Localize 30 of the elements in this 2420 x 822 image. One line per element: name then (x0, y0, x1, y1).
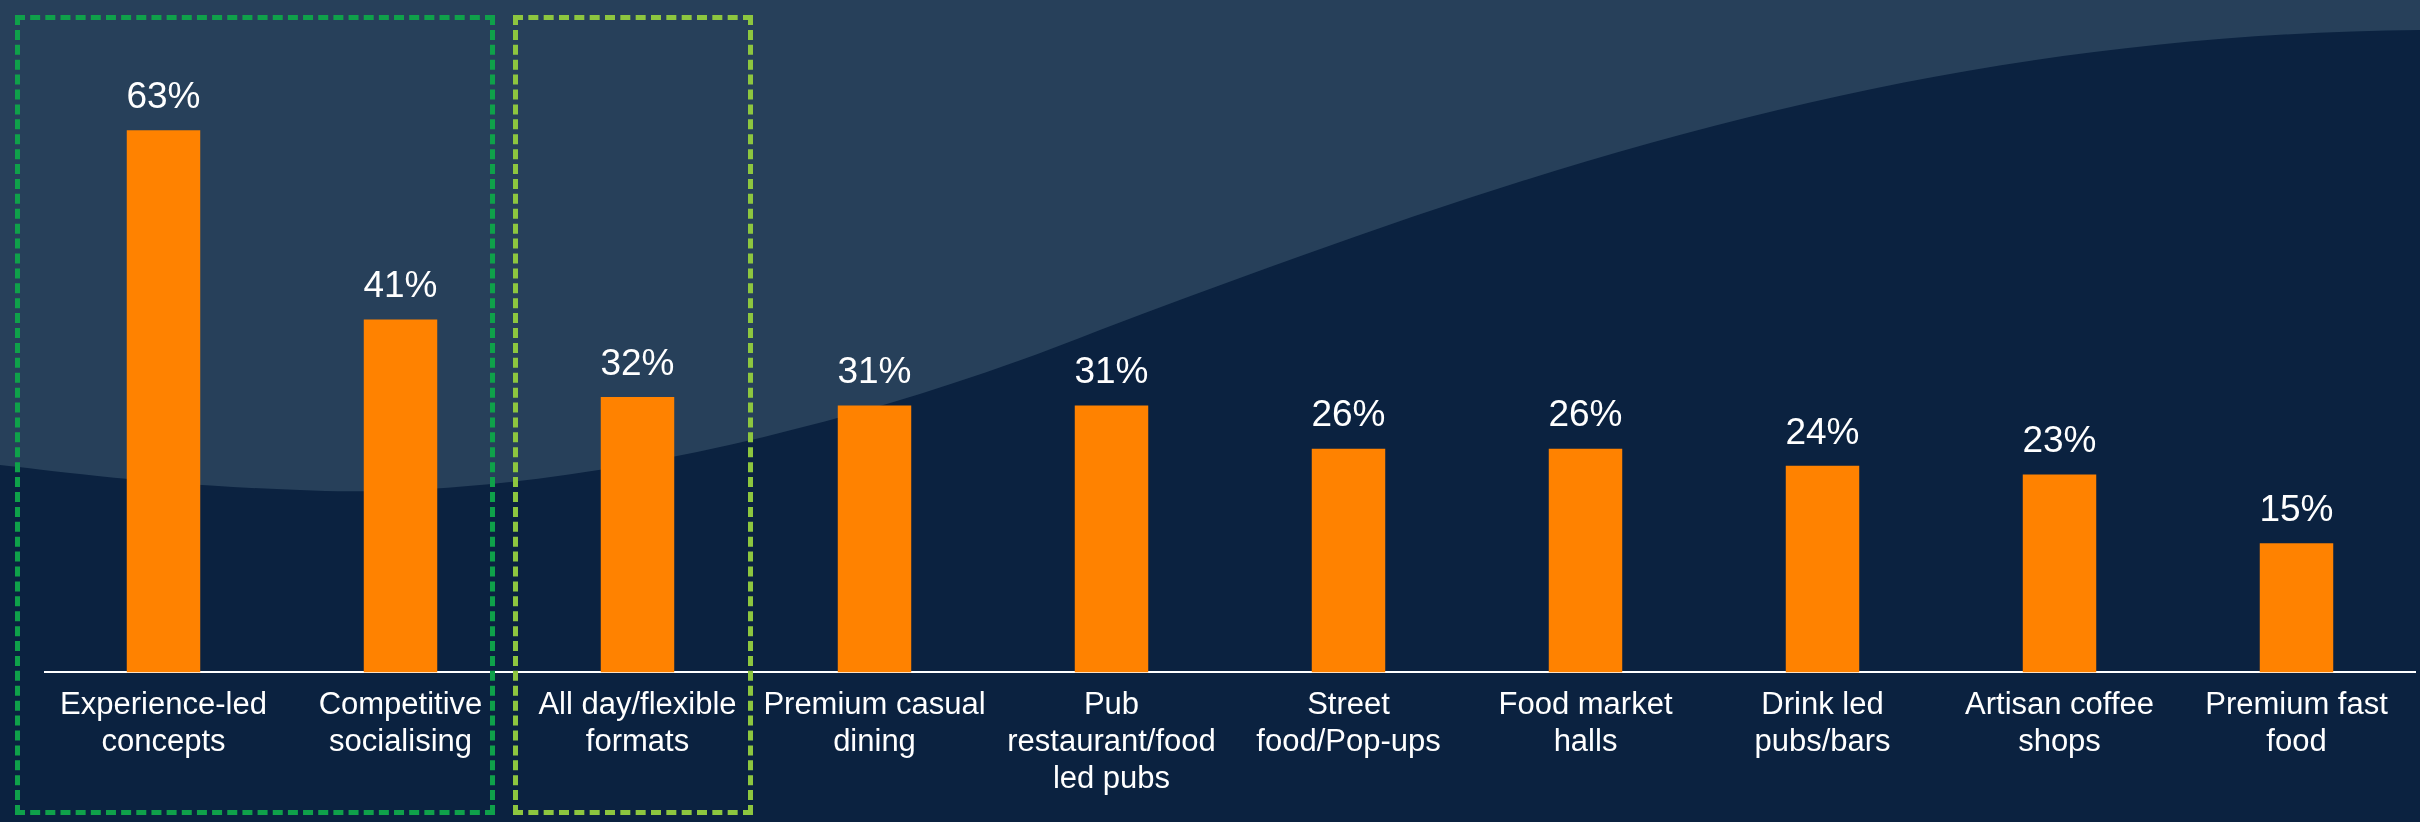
data-label: 23% (2022, 419, 2097, 461)
data-label: 31% (837, 350, 912, 392)
data-label: 32% (600, 341, 675, 383)
x-tick-label: Food market halls (1498, 685, 1673, 758)
data-label: 26% (1548, 393, 1623, 435)
x-tick-label: Competitive socialising (318, 685, 483, 758)
x-tick-label: Drink led pubs/bars (1754, 685, 1891, 758)
x-tick-label: All day/flexible formats (538, 685, 737, 758)
data-label: 31% (1074, 350, 1149, 392)
x-tick-label: Pub restaurant/food led pubs (1007, 685, 1216, 795)
bar (1311, 448, 1386, 673)
data-label: 63% (126, 74, 201, 116)
bar (2259, 543, 2334, 673)
data-label: 26% (1311, 393, 1386, 435)
bar (2022, 474, 2097, 673)
x-tick-label: Artisan coffee shops (1965, 685, 2154, 758)
bar (1785, 465, 1860, 673)
bar (837, 405, 912, 673)
bar (1548, 448, 1623, 673)
bar (600, 397, 675, 673)
bar (363, 319, 438, 673)
x-tick-label: Premium fast food (2205, 685, 2389, 758)
x-tick-label: Street food/Pop-ups (1256, 685, 1441, 758)
x-tick-label: Premium casual dining (763, 685, 986, 758)
bar (1074, 405, 1149, 673)
x-tick-label: Experience-led concepts (60, 685, 267, 758)
data-label: 24% (1785, 410, 1860, 452)
data-label: 15% (2259, 488, 2334, 530)
data-label: 41% (363, 264, 438, 306)
bar (126, 130, 201, 673)
